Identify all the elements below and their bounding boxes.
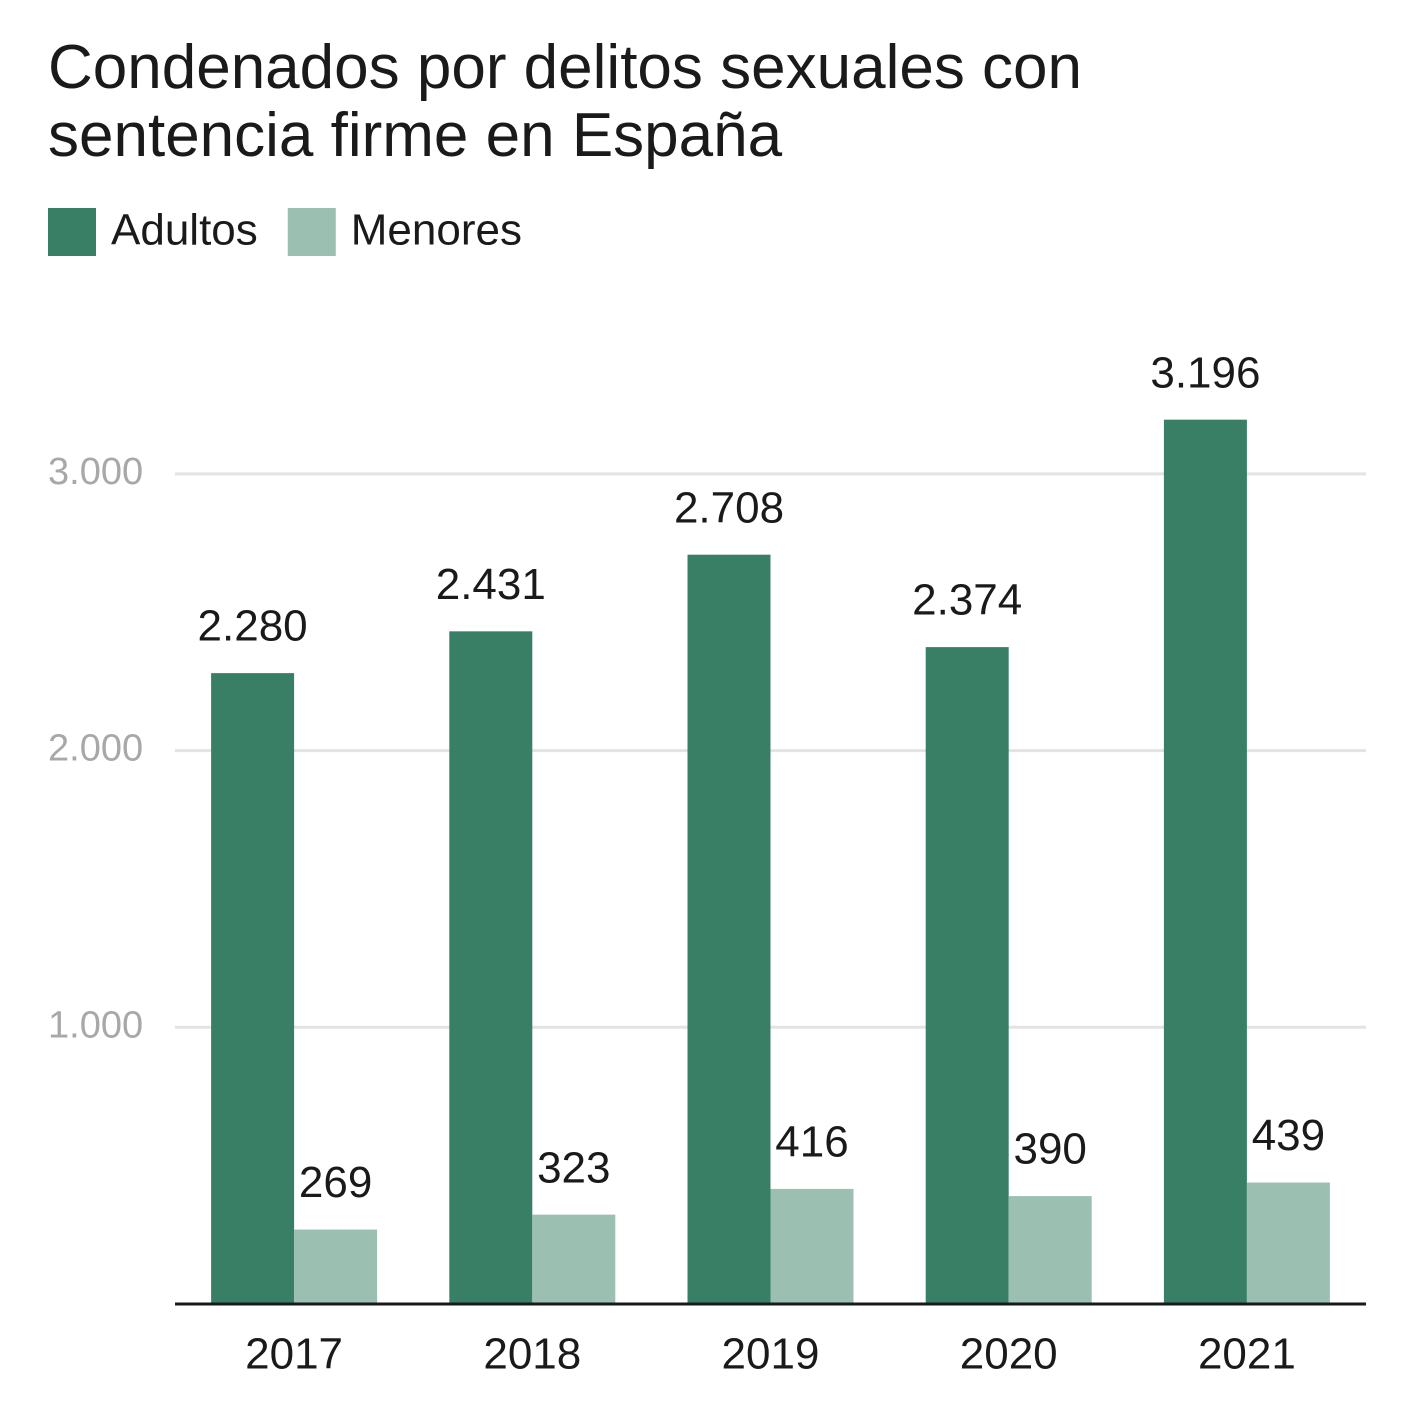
- chart-title: Condenados por delitos sexuales con sent…: [48, 33, 1083, 170]
- bar: [770, 1188, 854, 1304]
- legend-swatch: [287, 208, 336, 256]
- legend-label: Menores: [351, 206, 522, 255]
- bar: [532, 1214, 616, 1304]
- value-label: 3.196: [1150, 348, 1260, 397]
- y-tick-label: 1.000: [48, 1004, 143, 1046]
- value-label: 2.708: [674, 483, 784, 532]
- x-tick-label: 2019: [722, 1330, 820, 1379]
- bar: [1163, 419, 1247, 1304]
- bar: [211, 673, 295, 1304]
- value-label: 416: [775, 1118, 848, 1167]
- value-label: 439: [1252, 1111, 1325, 1160]
- bar: [449, 631, 533, 1304]
- value-label: 2.280: [198, 602, 308, 651]
- legend-label: Adultos: [111, 206, 258, 255]
- bar: [925, 647, 1009, 1304]
- value-label: 269: [299, 1158, 372, 1207]
- value-label: 390: [1013, 1125, 1086, 1174]
- bar: [687, 554, 771, 1304]
- value-label: 323: [537, 1143, 610, 1192]
- bar: [1008, 1196, 1092, 1304]
- x-tick-label: 2020: [960, 1330, 1058, 1379]
- value-label: 2.374: [912, 576, 1022, 625]
- x-tick-label: 2021: [1198, 1330, 1296, 1379]
- legend-swatch: [48, 208, 96, 256]
- y-tick-label: 2.000: [48, 728, 143, 770]
- bar: [1246, 1182, 1330, 1304]
- x-tick-label: 2018: [483, 1330, 581, 1379]
- value-label: 2.431: [436, 560, 546, 609]
- bar: [294, 1229, 378, 1304]
- x-tick-label: 2017: [245, 1330, 343, 1379]
- y-tick-label: 3.000: [48, 451, 143, 493]
